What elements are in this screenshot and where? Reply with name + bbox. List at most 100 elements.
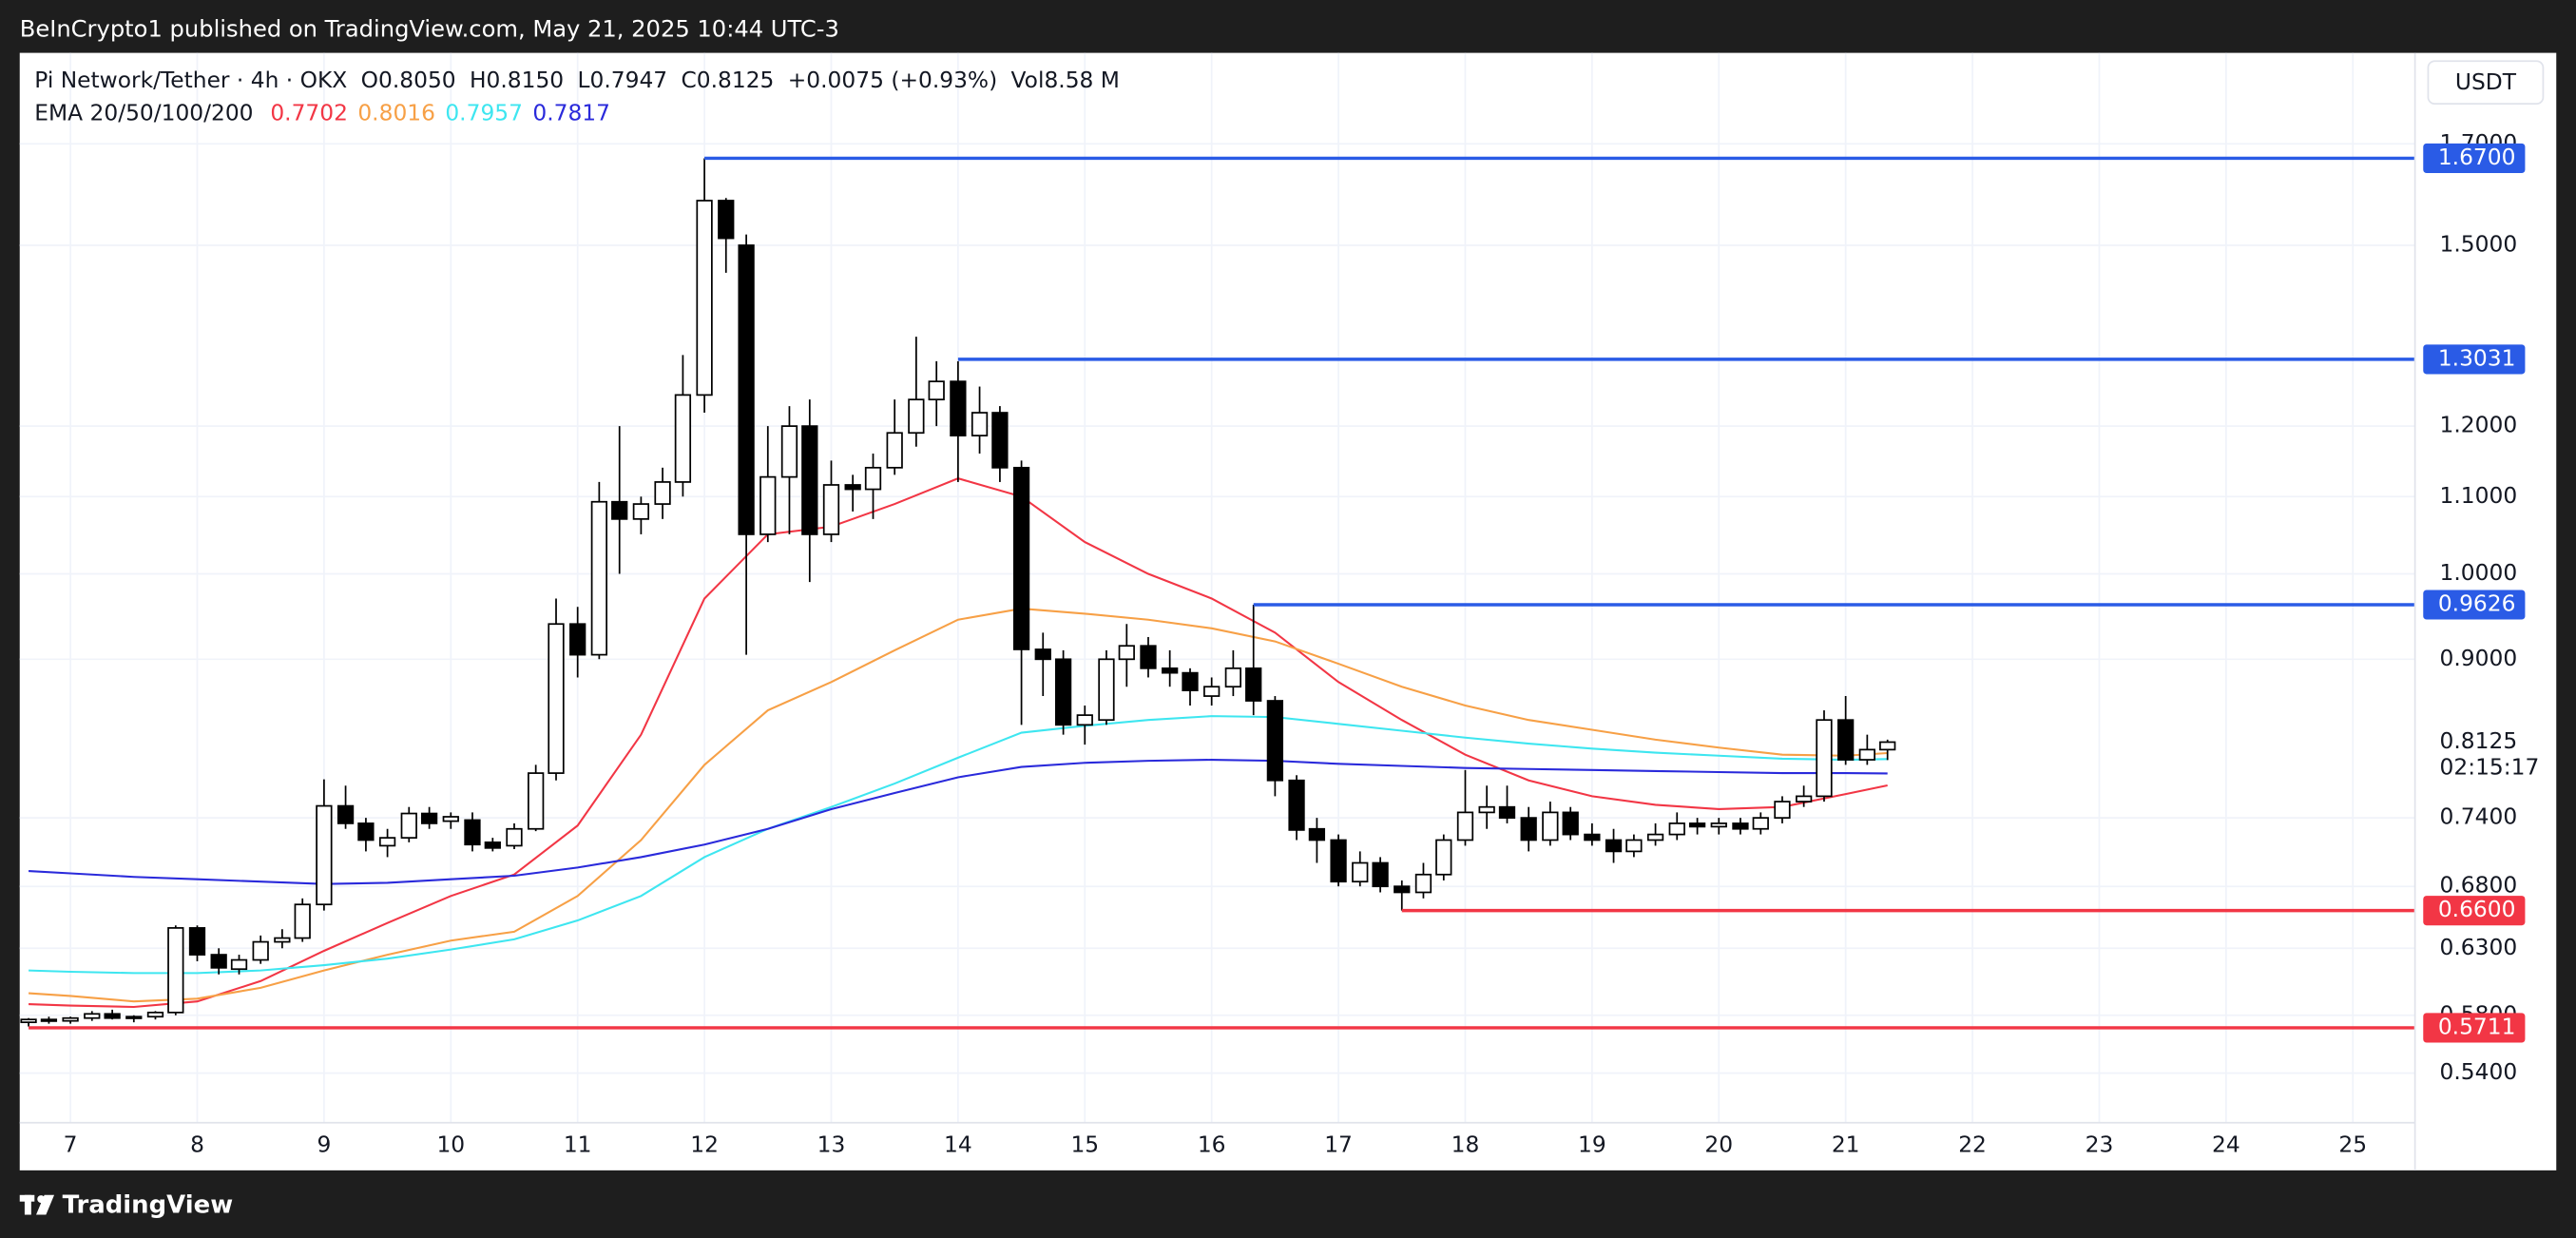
current-price: 0.8125: [2440, 727, 2518, 754]
candle-body: [1732, 822, 1749, 830]
candle-body: [1542, 811, 1559, 841]
candle-body: [1394, 885, 1411, 894]
candle-body: [1816, 719, 1833, 798]
chart-panel: [19, 52, 2557, 1170]
candle-body: [167, 927, 184, 1014]
x-tick-label: 22: [1958, 1131, 1987, 1157]
y-tick-label: 0.6300: [2440, 934, 2518, 960]
x-tick-label: 13: [817, 1131, 846, 1157]
candle-body: [654, 481, 671, 505]
candle-body: [908, 398, 925, 435]
candle-body: [844, 484, 861, 491]
candle-body: [1435, 839, 1452, 876]
candle-body: [1688, 822, 1706, 828]
x-tick-label: 25: [2338, 1131, 2367, 1157]
low-label: L: [578, 66, 590, 92]
candle-body: [1012, 466, 1030, 650]
x-tick-label: 12: [690, 1131, 719, 1157]
candle-body: [1752, 817, 1769, 830]
close-label: C: [681, 66, 696, 92]
x-tick-label: 8: [190, 1131, 204, 1157]
candle-body: [590, 500, 608, 656]
x-tick-label: 17: [1324, 1131, 1353, 1157]
symbol: Pi Network/Tether · 4h · OKX: [34, 66, 347, 92]
candle-body: [759, 475, 777, 535]
candle-body: [484, 841, 501, 849]
x-tick-label: 14: [944, 1131, 972, 1157]
candle-body: [1182, 671, 1199, 691]
candle-body: [971, 412, 989, 436]
volume-label: Vol: [1011, 66, 1045, 92]
level-price-box: [2423, 344, 2526, 375]
currency-button[interactable]: [2427, 60, 2545, 106]
ema-legend-value: 0.8016: [357, 99, 435, 126]
candle-body: [84, 1013, 101, 1019]
candle-body: [104, 1013, 121, 1019]
level-price-box: [2423, 896, 2526, 926]
candle-body: [252, 940, 269, 961]
candle-body: [1774, 801, 1791, 820]
x-tick-label: 21: [1832, 1131, 1860, 1157]
candle-body: [1034, 648, 1051, 661]
countdown: 02:15:17: [2440, 754, 2540, 781]
candle-body: [1858, 748, 1875, 761]
candle-body: [1584, 833, 1601, 841]
candle-body: [1646, 833, 1664, 841]
candle-body: [1710, 822, 1727, 828]
candle-body: [822, 484, 840, 535]
level-price-box: [2423, 1013, 2526, 1043]
candle-body: [1478, 805, 1495, 814]
level-price-label: 0.6600: [2438, 896, 2516, 922]
candle-body: [1140, 645, 1157, 669]
x-tick-label: 24: [2212, 1131, 2240, 1157]
candle-body: [1668, 822, 1685, 836]
y-tick-label: 1.5000: [2440, 230, 2518, 257]
logo-part: [24, 1194, 31, 1215]
level-price-box: [2423, 143, 2526, 174]
level-price-box: [2423, 590, 2526, 620]
x-tick-label: 20: [1704, 1131, 1733, 1157]
candle-body: [1796, 795, 1813, 803]
x-tick-label: 19: [1578, 1131, 1606, 1157]
candle-body: [230, 958, 248, 971]
candle-body: [611, 500, 628, 520]
x-tick-label: 15: [1070, 1131, 1099, 1157]
candle-body: [1414, 873, 1432, 894]
ema-legend-value: 0.7817: [532, 99, 610, 126]
candle-body: [632, 503, 650, 520]
currency[interactable]: USDT: [2455, 68, 2517, 95]
level-price-label: 1.3031: [2438, 344, 2516, 371]
candle-body: [1076, 714, 1093, 726]
candle-body: [1224, 667, 1241, 688]
candle-body: [1879, 741, 1896, 751]
x-tick-label: 10: [436, 1131, 465, 1157]
candle-body: [1098, 658, 1115, 722]
candle-body: [950, 380, 967, 436]
candle-body: [1498, 805, 1516, 820]
candle-body: [780, 425, 798, 478]
candle-body: [1837, 719, 1855, 761]
candle-body: [506, 827, 523, 847]
published-line: BeInCrypto1 published on TradingView.com…: [20, 15, 839, 42]
candle-body: [1372, 861, 1389, 888]
candle-body: [1625, 839, 1643, 853]
x-tick-label: 7: [64, 1131, 78, 1157]
candle-body: [294, 903, 311, 939]
y-tick-label: 1.2000: [2440, 412, 2518, 438]
candle-body: [188, 927, 206, 956]
candle-body: [357, 822, 375, 841]
candle-body: [738, 244, 755, 535]
candle-body: [1203, 686, 1221, 697]
candle-body: [1288, 779, 1305, 831]
open-label: O: [361, 66, 378, 92]
high-value: 0.8150: [487, 66, 565, 92]
candle-body: [400, 812, 417, 839]
candle-body: [674, 394, 692, 483]
close-value: 0.8125: [697, 66, 775, 92]
candle-body: [1054, 658, 1072, 726]
candle-body: [1605, 839, 1623, 853]
candle-body: [20, 1018, 37, 1024]
candle-body: [928, 380, 945, 401]
